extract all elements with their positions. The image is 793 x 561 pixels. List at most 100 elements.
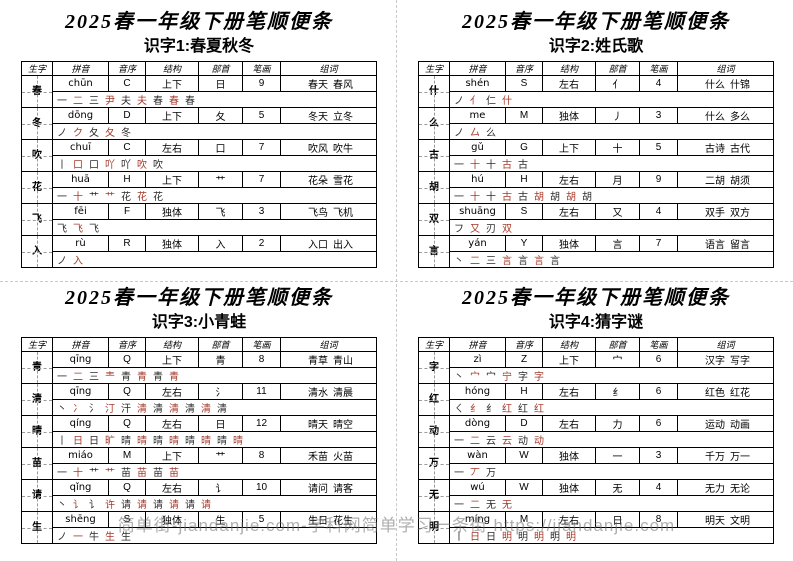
column-header: 拼音 <box>52 61 109 76</box>
stroke-order-row: 一二三尹夫夫春春春 <box>22 91 377 108</box>
radical-cell: 氵 <box>198 383 243 400</box>
pinyin-cell: yán <box>449 235 506 252</box>
pinyin-cell: zì <box>449 351 506 368</box>
stroke-step: 十 <box>486 192 496 203</box>
stroke-step: 牛 <box>89 532 99 543</box>
alphabet-order-cell: S <box>108 511 146 528</box>
headword-cell: 花 <box>21 171 53 204</box>
structure-cell: 独体 <box>542 479 596 496</box>
stroke-step: 汀 <box>105 404 115 415</box>
pinyin-cell: míng <box>449 511 506 528</box>
cut-line-vertical <box>396 0 397 561</box>
stroke-step: 胡 <box>582 192 592 203</box>
column-header: 音序 <box>505 337 543 352</box>
stroke-order-row: 丨口口吖吖吹吹 <box>22 155 377 172</box>
character-row: 苗 miáo M 上下艹 8 禾苗 火苗 <box>21 447 377 480</box>
headword-cell: 万 <box>418 447 450 480</box>
words-cell: 晴天 晴空 <box>280 415 377 432</box>
stroke-step: 言 <box>518 256 528 267</box>
headword-cell: 么 <box>418 107 450 140</box>
character-row: 生 shēng S 独体生 5 生日 花生 <box>21 511 377 544</box>
stroke-step: 动 <box>518 436 528 447</box>
character-table: 生字 拼音 音序 结构 部首 笔画 组词字 zì Z 上下宀 6 汉字 写字丶宀宀宁字字红 hóng H 左… <box>418 337 774 544</box>
stroke-step: 春 <box>169 96 179 107</box>
alphabet-order-cell: Q <box>108 415 146 432</box>
stroke-step: 十 <box>486 160 496 171</box>
stroke-order-cell: ノク夂夂冬 <box>52 123 377 140</box>
stroke-order-cell: フ又刃双 <box>449 219 774 236</box>
stroke-order-row: 一二无无 <box>419 495 774 512</box>
stroke-step: 艹 <box>89 192 99 203</box>
character-row: 晴 qíng Q 左右日 12 晴天 晴空 <box>21 415 377 448</box>
stroke-step: 清 <box>185 404 195 415</box>
stroke-step: 日 <box>73 436 83 447</box>
character-row: 吹 chuī C 左右口 7 吹风 吹牛 <box>21 139 377 172</box>
stroke-step: 花 <box>121 192 131 203</box>
alphabet-order-cell: Q <box>108 479 146 496</box>
radical-cell: 日 <box>198 75 243 92</box>
stroke-count-cell: 11 <box>242 383 281 400</box>
headword-cell: 晴 <box>21 415 53 448</box>
stroke-step: ノ <box>57 256 67 267</box>
structure-cell: 上下 <box>145 171 199 188</box>
stroke-step: 一 <box>57 468 67 479</box>
character-row: 胡 hú H 左右月 9 二胡 胡须 <box>418 171 774 204</box>
stroke-order-row: 一十艹艹苗苗苗苗 <box>22 463 377 480</box>
column-header: 组词 <box>280 337 377 352</box>
structure-cell: 左右 <box>542 75 596 92</box>
radical-cell: 夂 <box>198 107 243 124</box>
words-cell: 汉字 写字 <box>677 351 774 368</box>
stroke-order-row: 丶冫氵汀汗清清清清清清 <box>22 399 377 416</box>
structure-cell: 左右 <box>542 511 596 528</box>
stroke-step: 汗 <box>121 404 131 415</box>
cut-line-horizontal <box>0 281 793 282</box>
stroke-step: 请 <box>185 500 195 511</box>
words-cell: 语言 留言 <box>677 235 774 252</box>
column-header: 结构 <box>145 61 199 76</box>
stroke-step: 动 <box>534 436 544 447</box>
structure-cell: 上下 <box>145 107 199 124</box>
structure-cell: 左右 <box>145 383 199 400</box>
stroke-step: 苗 <box>137 468 147 479</box>
stroke-step: 明 <box>518 532 528 543</box>
pinyin-cell: wú <box>449 479 506 496</box>
stroke-order-cell: ノ亻仁什 <box>449 91 774 108</box>
headword-cell: 青 <box>21 351 53 384</box>
stroke-step: 讠 <box>89 500 99 511</box>
headword-cell: 字 <box>418 351 450 384</box>
stroke-step: 清 <box>169 404 179 415</box>
stroke-step: 尹 <box>105 96 115 107</box>
alphabet-order-cell: D <box>108 107 146 124</box>
lesson-subtitle: 识字4:猜字谜 <box>548 314 644 331</box>
stroke-order-row: 丶讠讠许请请请请请请 <box>22 495 377 512</box>
stroke-step: 言 <box>502 256 512 267</box>
stroke-step: 古 <box>518 192 528 203</box>
stroke-step: 氵 <box>89 404 99 415</box>
stroke-step: 么 <box>486 128 496 139</box>
radical-cell: 日 <box>198 415 243 432</box>
character-table: 生字 拼音 音序 结构 部首 笔画 组词春 chūn C 上下日 9 春天 春风一二三尹夫夫春春春冬 d… <box>21 61 377 268</box>
stroke-step: 艹 <box>89 468 99 479</box>
stroke-order-cell: 一二三尹夫夫春春春 <box>52 91 377 108</box>
pinyin-cell: chūn <box>52 75 109 92</box>
words-cell: 生日 花生 <box>280 511 377 528</box>
stroke-step: ノ <box>454 128 464 139</box>
stroke-order-cell: 一丆万 <box>449 463 774 480</box>
stroke-step: 晴 <box>233 436 243 447</box>
stroke-step: 飞 <box>57 224 67 235</box>
words-cell: 请问 请客 <box>280 479 377 496</box>
alphabet-order-cell: S <box>505 203 543 220</box>
words-cell: 古诗 古代 <box>677 139 774 156</box>
stroke-step: 云 <box>502 436 512 447</box>
stroke-step: 吖 <box>121 160 131 171</box>
stroke-step: 日 <box>470 532 480 543</box>
alphabet-order-cell: F <box>108 203 146 220</box>
pinyin-cell: fēi <box>52 203 109 220</box>
stroke-step: 言 <box>534 256 544 267</box>
stroke-step: 口 <box>73 160 83 171</box>
stroke-step: 请 <box>137 500 147 511</box>
stroke-count-cell: 7 <box>242 139 281 156</box>
stroke-step: ク <box>73 128 83 139</box>
stroke-step: 苗 <box>121 468 131 479</box>
stroke-step: 冬 <box>121 128 131 139</box>
